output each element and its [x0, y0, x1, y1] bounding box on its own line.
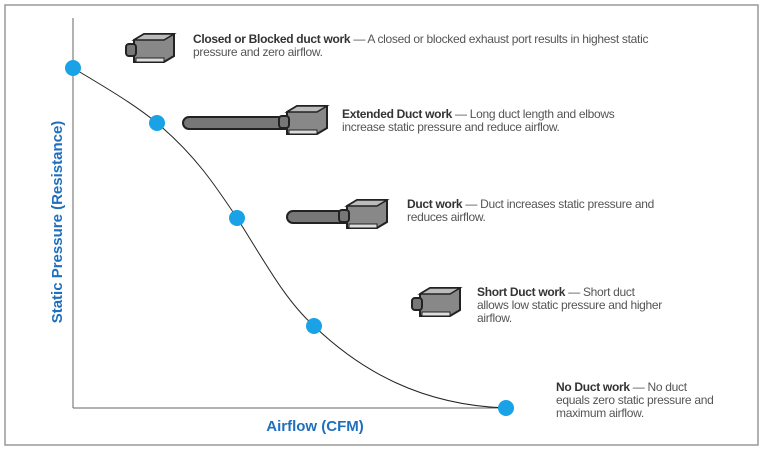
annotation-text: — No duct equals zero static pressure an… [556, 380, 714, 420]
annotation: Closed or Blocked duct work — A closed o… [193, 33, 653, 59]
annotation-title: Extended Duct work [342, 107, 452, 121]
duct-icon [411, 287, 461, 317]
annotation: Duct work — Duct increases static pressu… [407, 198, 669, 224]
duct-icon [125, 33, 175, 63]
annotation-title: Short Duct work [477, 285, 566, 299]
annotation-text: — Long duct length and elbows increase s… [342, 107, 615, 134]
duct-icons [125, 33, 461, 317]
frame [4, 4, 759, 446]
annotation-title: No Duct work [556, 380, 630, 394]
annotation: No Duct work — No duct equals zero stati… [556, 381, 716, 420]
point [498, 400, 514, 416]
point [229, 210, 245, 226]
point [149, 115, 165, 131]
annotation: Extended Duct work — Long duct length an… [342, 108, 660, 134]
annotation-text: — A closed or blocked exhaust port resul… [193, 32, 649, 59]
curve [72, 67, 507, 409]
duct-icon [278, 105, 328, 135]
annotation-title: Closed or Blocked duct work [193, 32, 351, 46]
duct-icon [338, 199, 388, 229]
annotation-text: — Duct increases static pressure and red… [407, 197, 654, 224]
duct-tube [182, 116, 292, 130]
x-axis-label: Airflow (CFM) [266, 418, 363, 435]
point [65, 60, 81, 76]
annotation-title: Duct work [407, 197, 463, 211]
annotation: Short Duct work — Short duct allows low … [477, 286, 667, 325]
point [306, 318, 322, 334]
y-axis-label: Static Pressure (Resistance) [49, 121, 66, 324]
points [65, 60, 514, 416]
annotation-text: — Short duct allows low static pressure … [477, 285, 662, 325]
